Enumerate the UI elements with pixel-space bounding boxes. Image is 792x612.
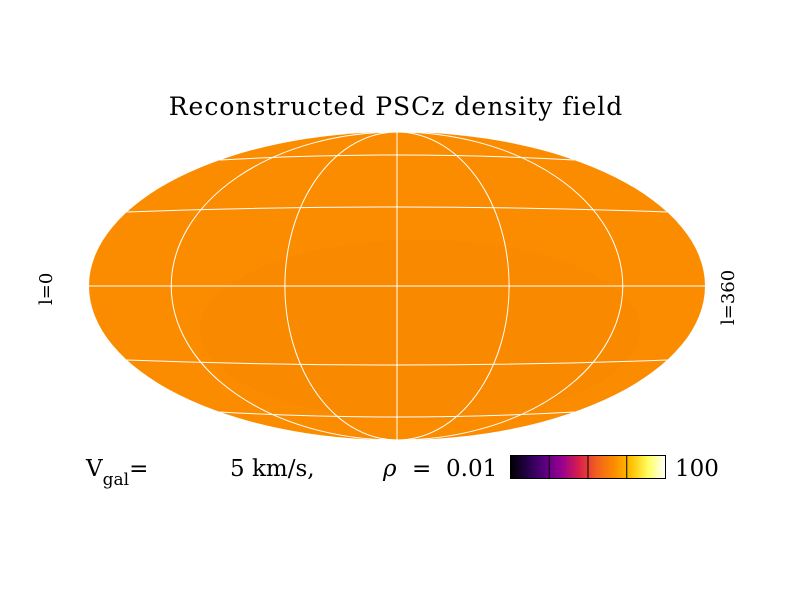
vgal-label: Vgal= bbox=[86, 456, 149, 490]
rho-symbol: ρ bbox=[383, 456, 397, 482]
parallel-line bbox=[219, 154, 575, 161]
parallel-line bbox=[219, 411, 575, 418]
map-title: Reconstructed PSCz density field bbox=[168, 92, 624, 121]
graticule-grid bbox=[89, 131, 705, 441]
rho-equals: = bbox=[412, 456, 432, 482]
vgal-value: 5 km/s, bbox=[230, 456, 315, 482]
longitude-start-label: l=0 bbox=[36, 272, 57, 305]
colorbar bbox=[510, 455, 666, 479]
longitude-end-label: l=360 bbox=[718, 269, 739, 325]
colorbar-min-label: 0.01 bbox=[446, 456, 498, 482]
colorbar-max-label: 100 bbox=[675, 456, 719, 482]
density-region bbox=[200, 240, 640, 420]
parallel-line bbox=[126, 359, 668, 366]
parallel-line bbox=[126, 206, 668, 213]
